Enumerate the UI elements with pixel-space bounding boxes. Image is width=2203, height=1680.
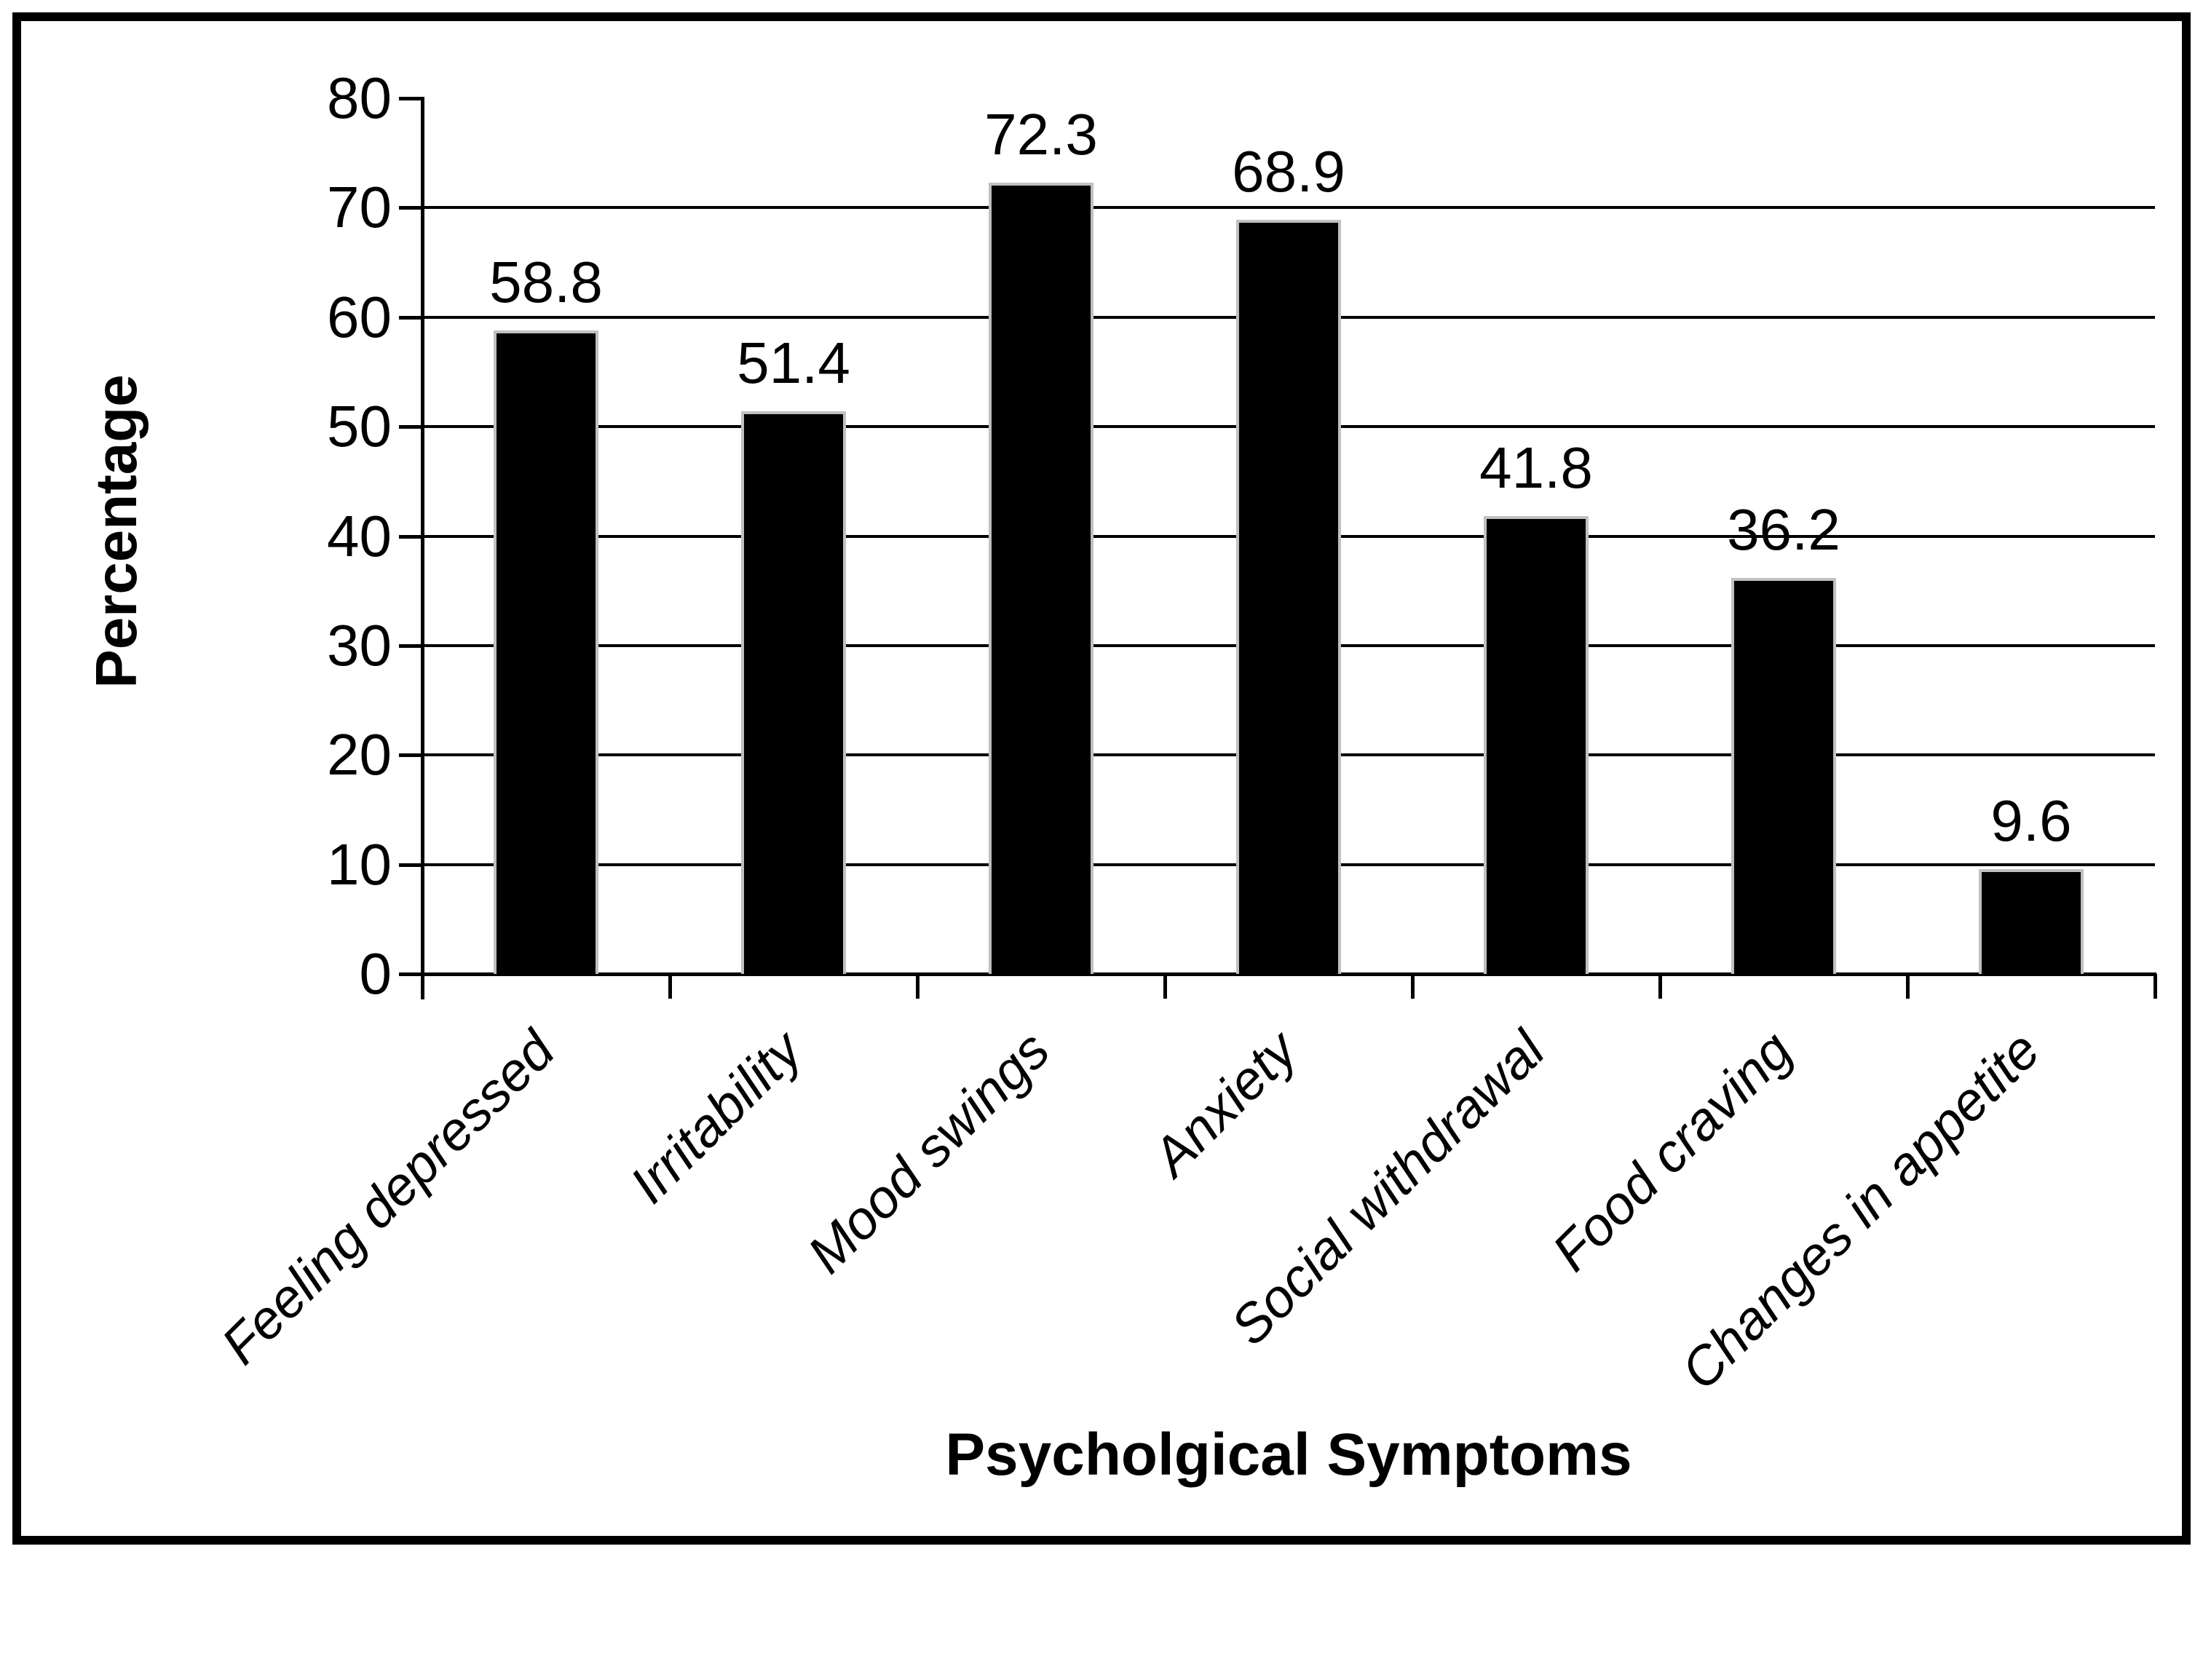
y-tick-label: 70 <box>327 175 392 240</box>
x-axis-title: Psycholgical Symptoms <box>945 1422 1632 1488</box>
y-tick <box>399 643 422 648</box>
x-tick <box>668 974 672 999</box>
y-tick <box>399 863 422 867</box>
y-tick-label: 80 <box>327 66 392 130</box>
bar <box>1236 219 1341 974</box>
x-tick <box>1411 974 1415 999</box>
y-tick <box>399 315 422 320</box>
bar <box>494 330 598 974</box>
y-tick <box>399 97 422 100</box>
bar-value-label: 51.4 <box>737 330 850 396</box>
y-tick-label: 20 <box>327 722 392 788</box>
bar-value-label: 58.8 <box>489 249 603 314</box>
y-tick-label: 50 <box>327 394 392 459</box>
x-tick <box>1163 974 1167 999</box>
y-axis-title: Percentage <box>84 374 149 689</box>
y-axis-line <box>421 97 424 999</box>
y-gridline <box>424 206 2155 210</box>
bar-value-label: 41.8 <box>1479 435 1593 501</box>
bar-value-label: 36.2 <box>1727 496 1840 562</box>
bar-value-label: 9.6 <box>1990 788 2072 853</box>
x-tick <box>2153 974 2157 999</box>
bar-value-label: 68.9 <box>1232 138 1345 204</box>
bar-chart: 58.8 51.4 72.3 68.9 41.8 36.2 9.6 0 10 20 30 40 50 6… <box>12 12 2191 1545</box>
bar <box>1484 516 1589 974</box>
y-tick-label: 0 <box>359 941 392 1006</box>
bar-value-label: 72.3 <box>984 101 1098 167</box>
y-tick <box>399 425 422 429</box>
bar <box>741 411 846 974</box>
bar <box>989 182 1093 974</box>
y-tick-label: 40 <box>327 503 392 568</box>
bar <box>1731 577 1836 974</box>
y-tick-label: 30 <box>327 612 392 678</box>
y-tick <box>399 972 422 976</box>
y-tick <box>399 206 422 210</box>
y-tick <box>399 534 422 539</box>
x-tick <box>1906 974 1910 999</box>
y-tick-label: 10 <box>327 831 392 897</box>
x-tick <box>916 974 919 999</box>
y-tick <box>399 753 422 758</box>
x-axis-line <box>421 972 2156 976</box>
y-tick-label: 60 <box>327 284 392 349</box>
bar <box>1979 868 2084 974</box>
x-tick <box>1658 974 1662 999</box>
